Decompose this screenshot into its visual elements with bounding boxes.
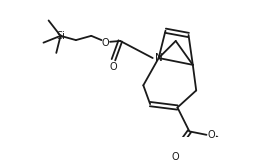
Text: O: O: [208, 130, 215, 140]
Text: O: O: [110, 62, 117, 72]
Text: Si: Si: [56, 31, 65, 41]
Text: O: O: [172, 152, 179, 160]
Text: O: O: [101, 38, 109, 48]
Text: N: N: [155, 53, 163, 63]
